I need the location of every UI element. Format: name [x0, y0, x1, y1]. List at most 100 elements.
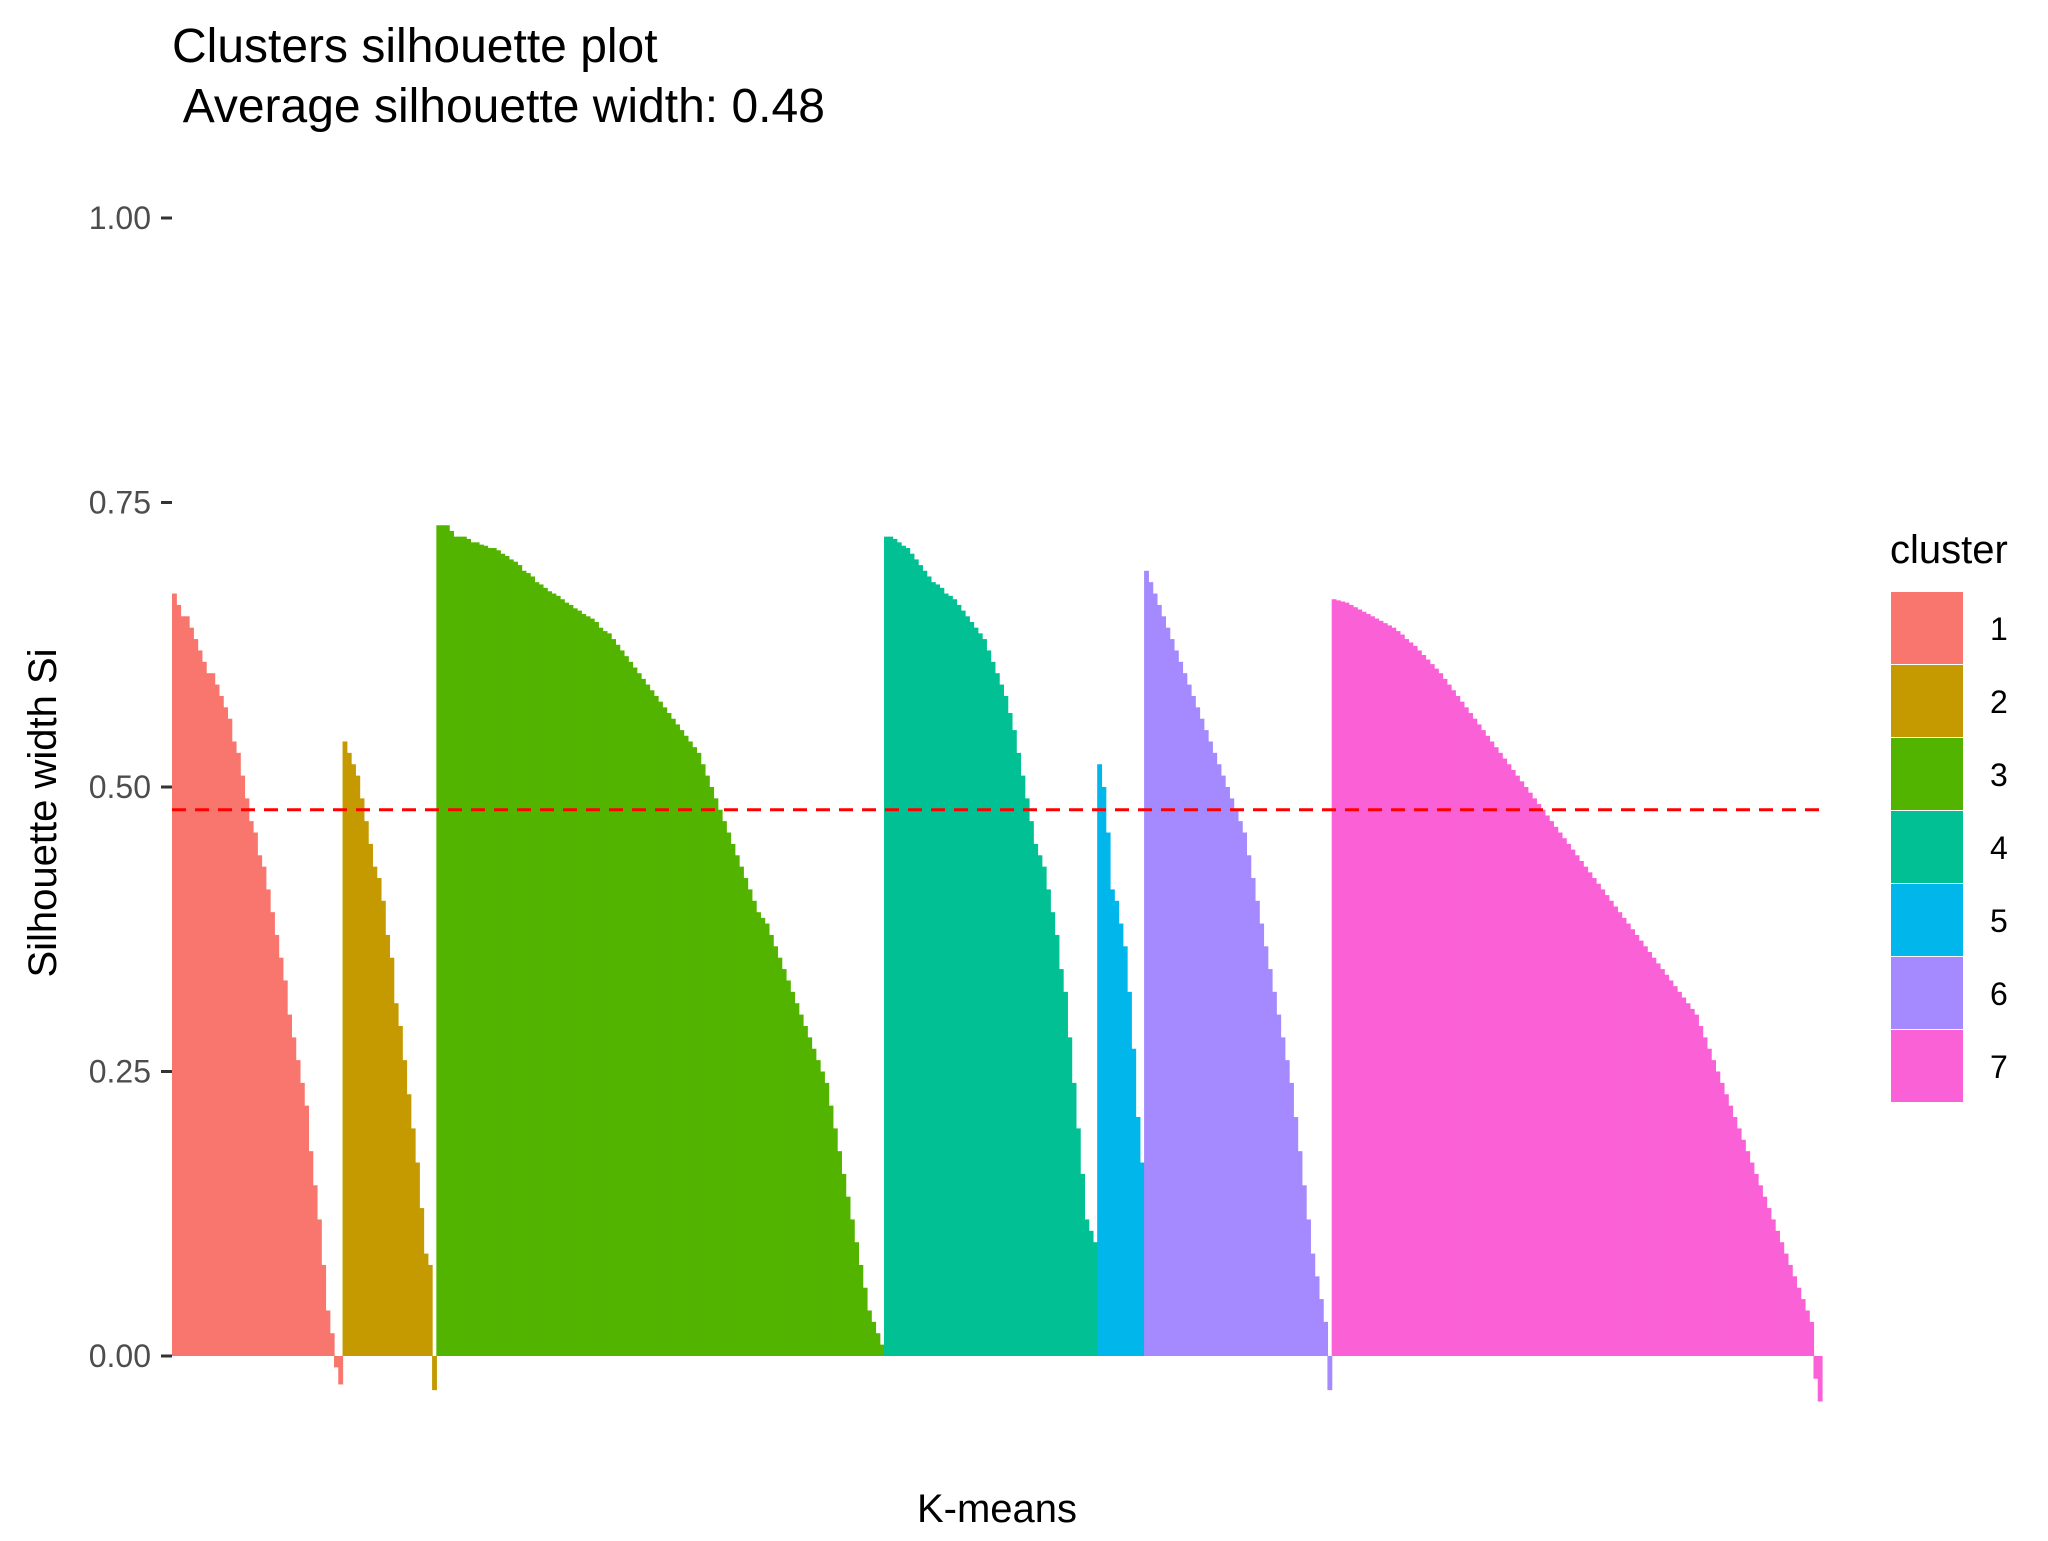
- bar-cluster-5: [1131, 1048, 1137, 1356]
- bar-cluster-1: [235, 752, 241, 1356]
- bar-cluster-1: [201, 661, 207, 1356]
- bar-cluster-4: [922, 570, 928, 1356]
- bar-cluster-3: [517, 565, 523, 1356]
- bar-cluster-7: [1672, 986, 1678, 1356]
- bar-cluster-7: [1395, 631, 1401, 1356]
- bar-cluster-4: [1011, 730, 1017, 1356]
- bar-cluster-5: [1127, 991, 1132, 1356]
- bar-cluster-6: [1246, 855, 1252, 1356]
- bar-cluster-3: [687, 741, 693, 1356]
- bar-cluster-6: [1148, 582, 1154, 1356]
- bar-cluster-7: [1694, 1014, 1699, 1356]
- bar-cluster-3: [849, 1219, 855, 1356]
- bar-cluster-7: [1745, 1151, 1751, 1356]
- legend-label: 7: [1990, 1049, 2008, 1085]
- y-tick-label: 0.25: [89, 1054, 151, 1090]
- bar-cluster-6: [1289, 1082, 1294, 1356]
- bar-cluster-7: [1357, 609, 1363, 1356]
- bar-cluster-7: [1600, 889, 1606, 1356]
- bar-cluster-3: [636, 673, 642, 1356]
- bar-cluster-1: [227, 718, 233, 1356]
- bar-cluster-4: [1028, 821, 1034, 1356]
- y-axis: 0.00 0.25 0.50 0.75 1.00: [89, 200, 172, 1374]
- bar-cluster-7: [1762, 1196, 1768, 1356]
- bar-cluster-5: [1101, 787, 1107, 1356]
- bar-cluster-6: [1280, 1037, 1286, 1356]
- bar-cluster-7: [1728, 1105, 1734, 1356]
- bar-cluster-7: [1625, 923, 1631, 1356]
- bar-cluster-7: [1792, 1276, 1798, 1356]
- bar-cluster-3: [679, 730, 685, 1356]
- bar-cluster-7: [1557, 832, 1563, 1356]
- bar-cluster-6: [1225, 787, 1230, 1356]
- bar-cluster-7: [1706, 1048, 1712, 1356]
- bar-cluster-7: [1591, 878, 1597, 1356]
- bar-cluster-7: [1719, 1082, 1725, 1356]
- bar-cluster-3: [709, 787, 715, 1356]
- bar-cluster-3: [615, 644, 621, 1356]
- bar-cluster-3: [598, 627, 604, 1356]
- bar-cluster-7: [1468, 713, 1473, 1356]
- bar-cluster-7: [1809, 1321, 1815, 1356]
- bar-cluster-1: [329, 1333, 335, 1356]
- bar-cluster-3: [457, 536, 463, 1356]
- bar-cluster-7: [1442, 678, 1448, 1356]
- bar-cluster-1: [223, 707, 229, 1356]
- bar-cluster-1: [189, 627, 194, 1356]
- bar-cluster-3: [751, 900, 757, 1356]
- bar-cluster-1: [282, 980, 288, 1356]
- bar-cluster-3: [538, 584, 544, 1356]
- bar-cluster-7: [1340, 601, 1346, 1356]
- bar-cluster-2: [363, 821, 369, 1356]
- bar-cluster-7: [1783, 1253, 1789, 1356]
- bar-cluster-7: [1604, 895, 1610, 1356]
- bar-cluster-7: [1485, 735, 1491, 1356]
- bar-cluster-4: [896, 542, 902, 1356]
- bar-cluster-4: [905, 548, 911, 1356]
- bar-cluster-7: [1412, 645, 1418, 1356]
- bar-cluster-7: [1596, 883, 1601, 1356]
- bar-cluster-6: [1314, 1276, 1320, 1356]
- legend-label: 5: [1990, 903, 2008, 939]
- bar-cluster-7: [1647, 952, 1653, 1356]
- bar-cluster-7: [1668, 980, 1674, 1356]
- legend-label: 2: [1990, 684, 2008, 720]
- bar-cluster-6: [1297, 1151, 1303, 1356]
- bar-cluster-4: [1041, 866, 1047, 1356]
- bar-cluster-3: [628, 661, 634, 1356]
- bar-cluster-4: [1092, 1242, 1098, 1356]
- bar-cluster-1: [184, 616, 190, 1356]
- bar-cluster-6: [1267, 969, 1273, 1356]
- bar-cluster-6: [1195, 707, 1201, 1356]
- bar-cluster-3: [858, 1264, 864, 1356]
- bar-cluster-4: [977, 633, 983, 1356]
- bar-cluster-7: [1655, 963, 1661, 1356]
- bar-cluster-7: [1804, 1310, 1810, 1356]
- bar-cluster-7: [1416, 650, 1422, 1356]
- bar-cluster-1: [304, 1105, 310, 1356]
- bar-cluster-6: [1182, 673, 1188, 1356]
- bar-cluster-1: [218, 695, 224, 1356]
- bar-cluster-4: [935, 584, 941, 1356]
- bar-cluster-6: [1327, 1356, 1333, 1391]
- bar-cluster-2: [351, 764, 356, 1356]
- bar-cluster-6: [1156, 604, 1162, 1356]
- bar-cluster-3: [879, 1344, 885, 1356]
- bar-cluster-7: [1476, 724, 1482, 1356]
- bar-cluster-3: [798, 1014, 804, 1356]
- bar-cluster-4: [1063, 991, 1068, 1356]
- bar-cluster-3: [854, 1242, 860, 1356]
- bar-cluster-3: [734, 855, 740, 1356]
- bar-cluster-2: [415, 1162, 420, 1356]
- bar-cluster-4: [965, 616, 970, 1356]
- bar-cluster-1: [270, 912, 275, 1356]
- bar-cluster-7: [1578, 860, 1584, 1356]
- bar-cluster-3: [645, 684, 651, 1356]
- bar-cluster-4: [892, 538, 898, 1356]
- bar-cluster-7: [1561, 838, 1567, 1356]
- bar-cluster-7: [1399, 634, 1405, 1356]
- bar-cluster-7: [1378, 620, 1384, 1356]
- bar-cluster-3: [559, 599, 565, 1356]
- x-axis-label: K-means: [917, 1487, 1077, 1531]
